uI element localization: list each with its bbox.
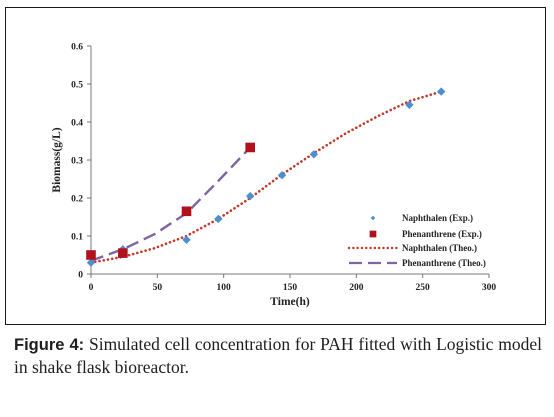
x-tick-label: 150 (283, 283, 298, 293)
legend-label: Phenanthrene (Exp.) (402, 229, 482, 239)
x-tick-label: 50 (153, 283, 163, 293)
x-tick-label: 250 (416, 283, 431, 293)
x-tick-label: 100 (217, 283, 232, 293)
data-point (214, 214, 223, 224)
legend-label: Naphthalen (Theo.) (402, 243, 477, 253)
data-point (182, 235, 191, 244)
y-tick-label: 0.1 (71, 233, 83, 243)
series-line (89, 90, 443, 264)
data-point (86, 258, 96, 267)
legend-symbol (369, 230, 377, 238)
data-point (405, 100, 414, 110)
chart-frame (5, 7, 546, 325)
caption-label: Figure 4: (14, 336, 85, 354)
y-tick-label: 0.4 (71, 119, 83, 129)
data-point (245, 142, 255, 153)
data-point (309, 150, 319, 159)
legend-symbol (370, 215, 376, 221)
caption-text: Simulated cell concentration for PAH fit… (14, 334, 542, 377)
figure-caption: Figure 4: Simulated cell concentration f… (14, 333, 542, 378)
y-tick-label: 0.5 (71, 81, 83, 91)
data-point (277, 171, 287, 180)
legend-label: Naphthalen (Exp.) (402, 213, 473, 223)
series-line (90, 146, 252, 262)
x-tick-label: 200 (349, 283, 364, 293)
y-tick-label: 0 (78, 271, 83, 281)
data-point (437, 87, 446, 96)
x-tick-label: 0 (89, 283, 94, 293)
y-tick-label: 0.3 (71, 157, 83, 167)
data-point (86, 250, 96, 260)
data-point (181, 206, 192, 217)
legend-label: Phenanthrene (Theo.) (402, 258, 486, 268)
chart: 0 50 100 150 200 250 300 0 0.1 0.2 0.3 0.4 0.5 0.6 Tim… (51, 43, 497, 309)
data-point (246, 191, 255, 201)
y-axis-label: Biomass(g/L) (51, 127, 63, 192)
x-axis-label: Time(h) (270, 296, 310, 308)
y-tick-label: 0.2 (71, 195, 83, 205)
x-tick-label: 300 (482, 283, 497, 293)
data-point (118, 248, 128, 258)
y-tick-label: 0.6 (71, 43, 83, 53)
